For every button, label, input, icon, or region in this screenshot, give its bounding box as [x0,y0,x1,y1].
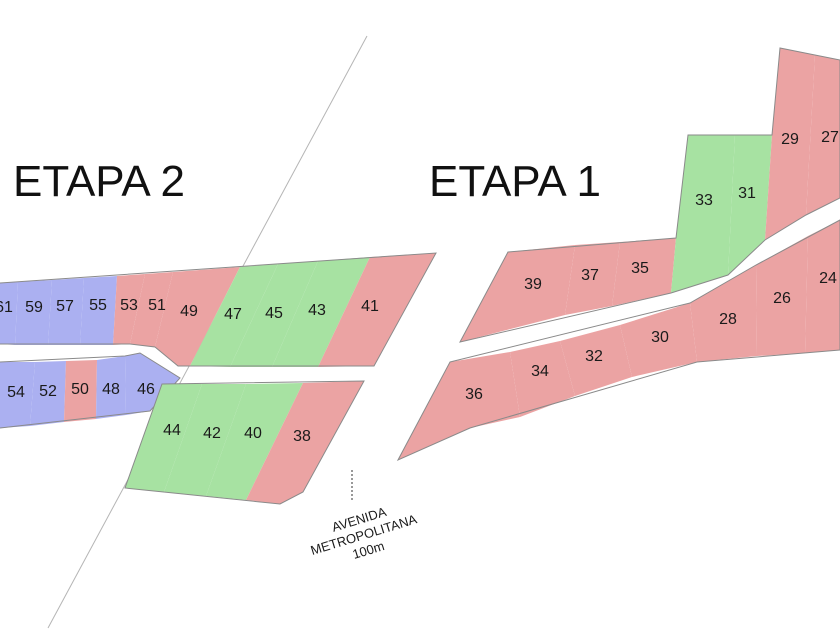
lot-45-shape[interactable] [230,261,318,367]
lot-44-label: 44 [163,422,181,439]
lot-31-label: 31 [738,185,756,202]
lot-45-label: 45 [265,305,283,322]
stage2-lower-row [0,352,181,429]
lot-38-label: 38 [293,428,311,445]
lot-54-shape[interactable] [0,362,35,428]
lot-35-label: 35 [631,260,649,277]
lot-30-label: 30 [651,329,669,346]
lot-55-shape[interactable] [80,276,117,345]
lot-46-shape[interactable] [125,353,180,415]
lot-27-label: 27 [821,129,839,146]
lot-32-shape[interactable] [560,325,632,396]
lot-37-label: 37 [581,267,599,284]
lot-31-shape[interactable] [728,135,772,275]
lot-50-shape[interactable] [64,360,97,422]
avenue-label: AVENIDA METROPOLITANA 100m [309,504,419,562]
lot-29-shape[interactable] [765,48,815,240]
lot-41-shape[interactable] [318,253,436,367]
lot-26-label: 26 [773,290,791,307]
stage1-upper-row-outline [459,47,840,343]
lot-42-shape[interactable] [164,384,246,496]
lot-59-shape[interactable] [15,280,52,345]
lot-42-label: 42 [203,425,221,442]
lot-33-shape[interactable] [671,135,735,293]
lot-34-label: 34 [531,363,549,380]
lot-34-shape[interactable] [510,341,575,417]
lot-47-shape[interactable] [190,264,278,367]
stage2-upper-row-outline [0,252,437,367]
lot-24-label: 24 [819,270,837,287]
lot-49-label: 49 [180,303,198,320]
lot-labels: 61 59 57 55 53 51 49 47 45 43 41 54 52 5… [0,129,839,445]
lot-38-shape[interactable] [246,381,364,504]
lot-52-shape[interactable] [30,361,66,426]
lot-43-shape[interactable] [272,257,370,367]
lot-57-label: 57 [56,298,74,315]
lot-53-shape[interactable] [113,274,145,345]
stage2-bottom-block-outline [124,380,365,505]
lot-57-shape[interactable] [48,278,84,345]
lot-28-shape[interactable] [690,265,757,362]
lot-59-label: 59 [25,299,43,316]
lot-40-label: 40 [244,425,262,442]
lot-39-label: 39 [524,276,542,293]
stage2-bottom-block [124,380,365,505]
stage2-title: ETAPA 2 [13,157,185,206]
lot-41-label: 41 [361,298,379,315]
lot-48-label: 48 [102,381,120,398]
lot-52-label: 52 [39,383,57,400]
stage2-upper-row [0,252,437,367]
lot-48-shape[interactable] [96,356,126,419]
lot-54-label: 54 [7,384,25,401]
lot-24-shape[interactable] [805,220,840,353]
lot-28-label: 28 [719,311,737,328]
lot-32-label: 32 [585,348,603,365]
lot-55-label: 55 [89,297,107,314]
lot-51-label: 51 [148,297,166,314]
lot-30-shape[interactable] [620,303,697,377]
lot-50-label: 50 [71,381,89,398]
stage1-upper-row [459,47,840,343]
lot-37-shape[interactable] [565,242,620,315]
lot-29-label: 29 [781,131,799,148]
lot-61-label: 61 [0,299,13,316]
lot-47-label: 47 [224,306,242,323]
lot-46-label: 46 [137,381,155,398]
lot-36-label: 36 [465,386,483,403]
stage1-lower-row-outline [396,219,840,462]
lot-35-shape[interactable] [612,238,676,306]
lot-33-label: 33 [695,192,713,209]
lot-49-shape[interactable] [155,267,240,366]
lot-40-shape[interactable] [206,383,303,500]
stage1-title: ETAPA 1 [429,157,601,206]
lot-26-shape[interactable] [756,236,808,356]
lot-39-shape[interactable] [460,245,575,342]
lot-61-shape[interactable] [0,282,18,345]
lot-36-shape[interactable] [398,352,520,460]
lot-53-label: 53 [120,297,138,314]
stage1-lower-row [396,219,840,462]
lot-27-shape[interactable] [806,55,840,215]
lot-43-label: 43 [308,302,326,319]
lot-44-shape[interactable] [125,384,202,492]
lot-51-shape[interactable] [130,272,173,347]
stage2-lower-row-outline [0,352,181,429]
